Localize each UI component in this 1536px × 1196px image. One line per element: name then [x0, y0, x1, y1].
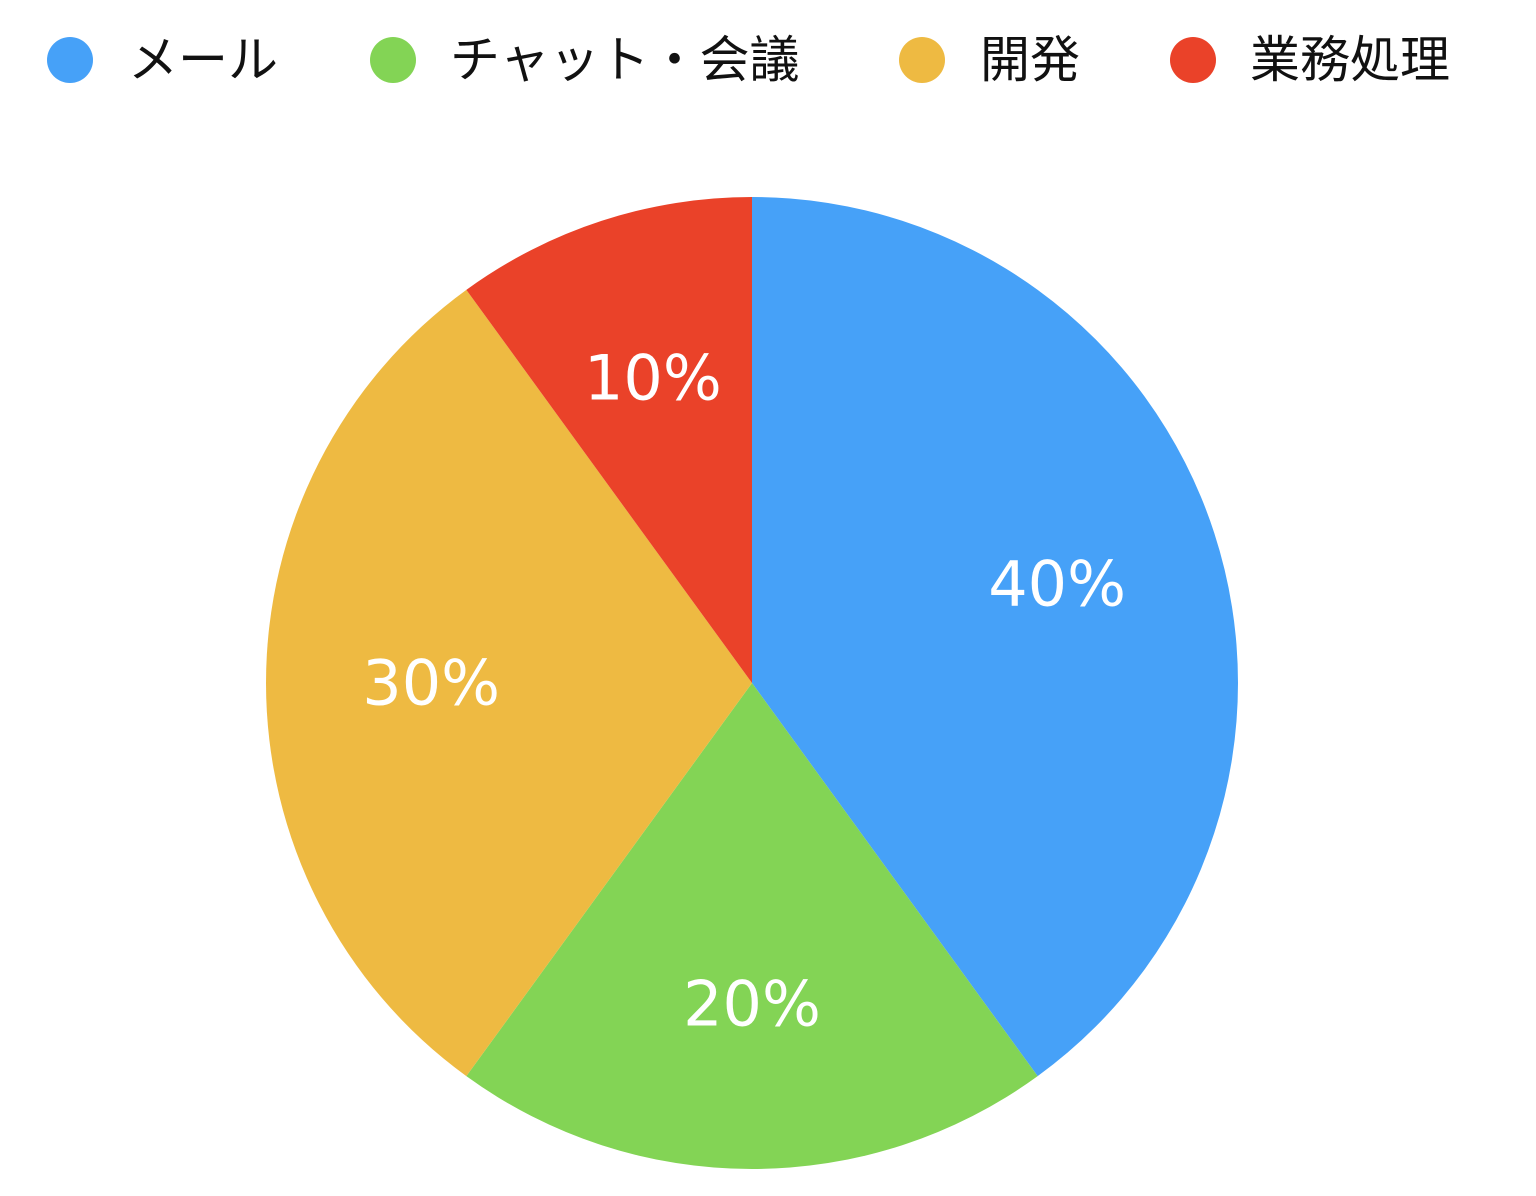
legend-marker — [47, 37, 93, 83]
slice-labels: 40% 20% 30% 10% — [362, 341, 1126, 1040]
legend-marker — [370, 37, 416, 83]
slice-value-label-2: 20% — [683, 967, 821, 1040]
legend-marker — [1170, 37, 1216, 83]
pie-slice-2 — [466, 683, 1038, 1169]
legend-label: 開発 — [980, 31, 1080, 89]
pie-slice-3 — [266, 289, 752, 1077]
legend-item-3: 開発 — [899, 31, 1080, 89]
slice-value-label-4: 10% — [584, 341, 722, 414]
pie-slices — [266, 197, 1238, 1169]
legend-item-1: メール — [47, 31, 278, 89]
legend-label: 業務処理 — [1250, 31, 1450, 89]
legend-item-2: チャット・会議 — [370, 31, 800, 89]
slice-value-label-1: 40% — [988, 547, 1126, 620]
legend-label: メール — [128, 31, 278, 89]
slice-value-label-3: 30% — [362, 647, 500, 720]
legend-label: チャット・会議 — [450, 31, 800, 89]
legend-marker — [899, 37, 945, 83]
pie-slice-4 — [466, 197, 752, 683]
legend: メール チャット・会議 開発 業務処理 — [47, 31, 1450, 89]
pie-slice-1 — [752, 197, 1238, 1077]
legend-item-4: 業務処理 — [1170, 31, 1450, 89]
